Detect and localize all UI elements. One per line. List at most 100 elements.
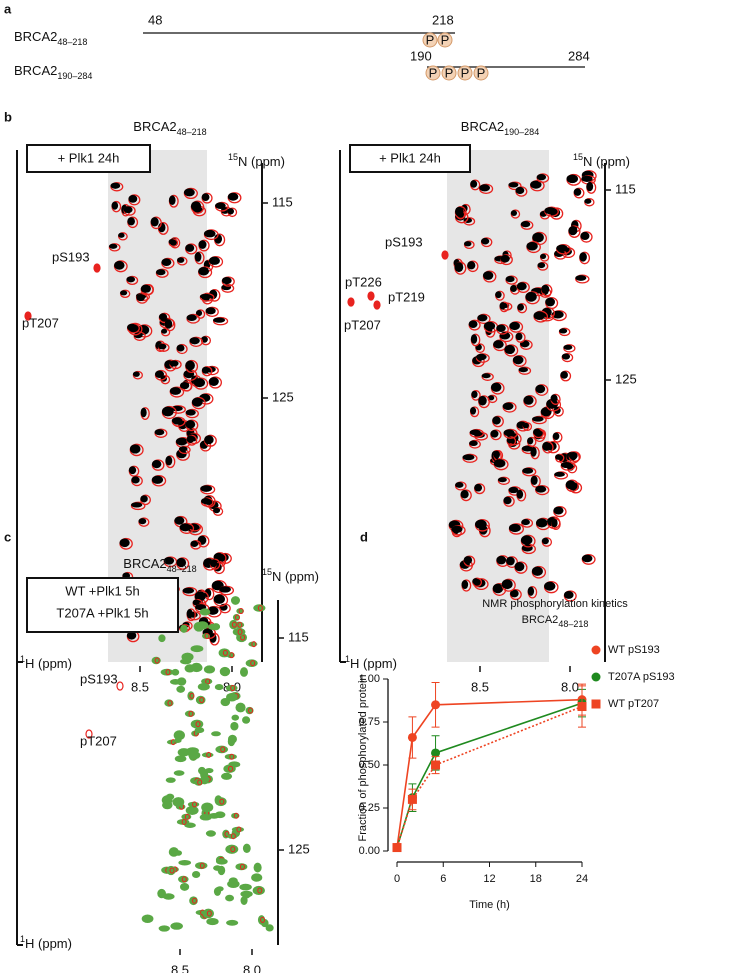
peak-annotation: pT219 <box>388 289 425 304</box>
peak-red <box>234 614 240 621</box>
peak-black <box>540 253 547 260</box>
peak-black <box>503 429 515 437</box>
legend-label: WT pT207 <box>608 698 659 710</box>
peak-red <box>184 813 190 820</box>
peak-green <box>214 683 224 691</box>
peak-red <box>219 798 225 805</box>
peak-green <box>215 858 228 865</box>
peak-green <box>190 645 204 653</box>
peak-black <box>199 293 212 299</box>
phospho-label: P <box>461 65 470 80</box>
phospho-peak <box>24 311 32 321</box>
peak-red <box>230 833 236 840</box>
peak-red <box>167 700 173 707</box>
peak-black <box>496 555 507 565</box>
peak-black <box>194 252 202 262</box>
peak-black <box>192 599 200 606</box>
peak-black <box>467 261 476 270</box>
peak-black <box>161 328 168 334</box>
spectrum-title-part: 190–284 <box>504 127 539 137</box>
peak-black <box>518 367 528 373</box>
peak-black <box>128 466 137 475</box>
peak-black <box>530 447 537 457</box>
peak-black <box>579 252 587 262</box>
peak-black <box>151 460 162 469</box>
peak-black <box>120 290 128 296</box>
peak-annotation: pT207 <box>344 317 381 332</box>
peak-green <box>190 719 204 729</box>
peak-green <box>170 922 183 930</box>
panel-label: d <box>360 529 368 544</box>
peak-green <box>194 727 205 734</box>
peak-black <box>522 467 534 474</box>
peak-black <box>190 540 199 547</box>
peak-black <box>464 241 472 247</box>
peak-green <box>215 745 229 754</box>
peak-black <box>155 370 164 378</box>
peak-red <box>229 753 235 760</box>
peak-red <box>260 916 266 923</box>
peak-black <box>209 559 218 568</box>
peak-black <box>495 291 502 299</box>
chart-subtitle: BRCA248–218 <box>522 614 589 629</box>
peak-black <box>154 429 165 436</box>
phospho-label: P <box>477 65 486 80</box>
peak-black <box>179 523 191 532</box>
n-axis-label: 15N (ppm) <box>262 567 319 584</box>
h-tick-label: 8.5 <box>471 679 489 694</box>
peak-black <box>526 241 538 251</box>
n-axis-label-part: 15 <box>228 152 238 162</box>
peak-black <box>140 284 151 293</box>
peak-black <box>476 353 487 361</box>
peak-black <box>471 390 478 399</box>
peak-red <box>206 910 212 917</box>
peak-green <box>239 667 249 677</box>
peak-red <box>257 887 263 894</box>
peak-black <box>508 523 521 533</box>
peak-green <box>174 755 187 763</box>
peak-black <box>474 483 483 492</box>
peak-red <box>181 818 187 825</box>
peak-black <box>496 324 506 333</box>
peak-red <box>165 669 171 676</box>
peak-green <box>252 885 265 896</box>
peak-black <box>493 450 500 459</box>
peak-black <box>481 237 490 245</box>
peak-black <box>532 416 544 422</box>
peak-black <box>533 428 541 436</box>
peak-black <box>136 293 145 302</box>
peak-black <box>198 267 210 276</box>
h-axis-label-part: 1 <box>20 654 25 664</box>
phospho-site <box>457 65 473 81</box>
peak-black <box>213 317 226 323</box>
peak-black <box>530 475 538 486</box>
peak-black <box>516 489 524 499</box>
peak-annotation: pS193 <box>52 249 90 264</box>
peak-green <box>218 648 231 658</box>
peak-black <box>179 382 190 389</box>
n-axis-label-part: N (ppm) <box>238 154 285 169</box>
peak-black <box>514 561 525 572</box>
peak-black <box>227 192 239 201</box>
n-tick-label: 115 <box>272 194 293 209</box>
peak-black <box>509 589 519 598</box>
peak-green <box>202 908 214 919</box>
construct-start: 48 <box>148 12 162 27</box>
peak-black <box>527 586 535 596</box>
peak-green <box>186 747 199 755</box>
peak-black <box>520 535 533 545</box>
peak-black <box>127 323 137 331</box>
peak-black <box>200 485 213 492</box>
n-axis-label: 15N (ppm) <box>573 152 630 169</box>
h-axis-label: 1H (ppm) <box>345 654 397 671</box>
h-axis-label-part: 1 <box>345 654 350 664</box>
peak-black <box>461 580 469 590</box>
peak-black <box>580 231 590 241</box>
y-tick-label: 0.75 <box>359 716 380 728</box>
peak-green <box>236 608 244 614</box>
data-point <box>407 732 417 742</box>
phospho-site <box>473 65 489 81</box>
legend-marker <box>591 672 601 682</box>
peak-black <box>551 518 558 528</box>
peak-black <box>186 609 193 619</box>
